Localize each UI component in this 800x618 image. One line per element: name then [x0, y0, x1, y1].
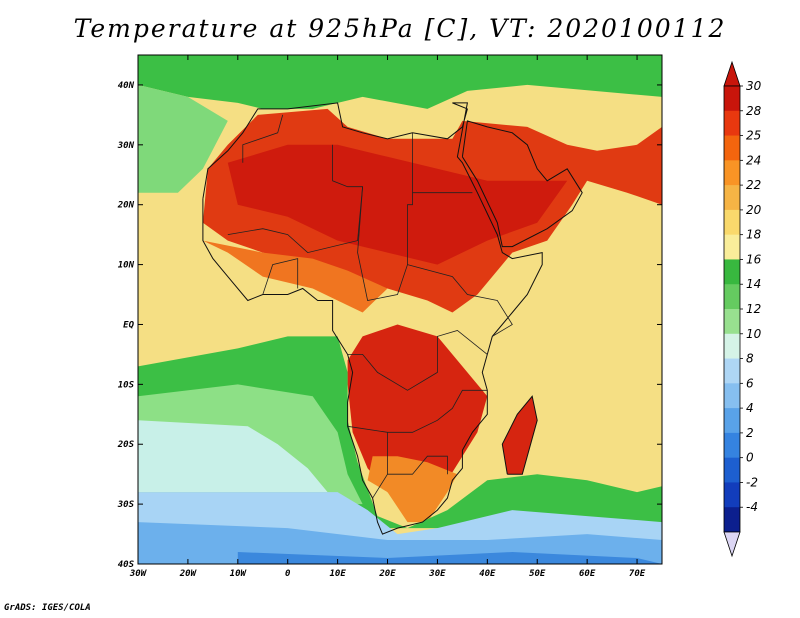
arabia-coastline [461, 120, 583, 248]
colorbar-swatch [724, 309, 740, 335]
colorbar-label: 22 [746, 178, 761, 192]
colorbar-swatch [724, 432, 740, 459]
country-border [407, 264, 513, 337]
colorbar-top-cap [723, 60, 741, 87]
colorbar-label: 0 [746, 451, 754, 465]
region-south-atlantic-cyan [138, 420, 328, 493]
country-border [387, 432, 448, 475]
country-border [227, 144, 364, 254]
temperature-fill-regions [138, 55, 662, 564]
madagascar-coastline [501, 395, 538, 475]
lat-tick-label: 10N [118, 261, 135, 271]
region-north-atlantic-light-green [138, 84, 228, 193]
grads-credit: GrADS: IGES/COLA [4, 603, 91, 613]
plot-area [138, 55, 662, 564]
colorbar-swatch [724, 135, 740, 161]
lat-tick-label: 30S [117, 500, 135, 510]
lon-tick-label: 70E [629, 569, 646, 579]
country-border [357, 132, 413, 301]
lon-tick-label: 40E [479, 569, 496, 579]
lon-tick-label: 0 [285, 569, 291, 579]
colorbar-swatch [724, 333, 740, 359]
lat-tick-label: EQ [123, 320, 134, 330]
country-border [347, 330, 488, 391]
colorbar-swatch [724, 110, 740, 136]
lon-tick-label: 20E [378, 569, 396, 579]
colorbar-swatch [724, 507, 740, 533]
region-europe-green [138, 55, 662, 109]
colorbar-label: 12 [746, 302, 761, 316]
lat-tick-label: 40S [118, 560, 135, 570]
colorbar-swatch [724, 234, 740, 260]
plot-frame [137, 54, 663, 565]
region-southern-ocean-deepblue [237, 552, 662, 564]
colorbar-label: 24 [746, 153, 761, 167]
lon-tick-label: 10W [230, 569, 248, 579]
country-border [242, 114, 284, 163]
colorbar-label: 18 [746, 228, 762, 242]
lon-tick-label: 30E [428, 569, 446, 579]
region-north-darkest-red [227, 144, 568, 265]
lat-tick-label: 20S [117, 440, 135, 450]
lat-tick-label: 10S [118, 380, 135, 390]
colorbar-swatch [724, 160, 740, 186]
colorbar-swatch [724, 482, 740, 508]
colorbar-label: 10 [746, 327, 762, 341]
colorbar-label: 4 [746, 401, 754, 415]
region-southern-africa-orange [367, 456, 458, 523]
region-sahel-orange [202, 240, 388, 313]
colorbar-swatch [724, 259, 740, 285]
colorbar-swatch [724, 284, 740, 310]
lon-tick-label: 30W [129, 569, 148, 579]
colorbar-swatch [724, 408, 740, 434]
colorbar-swatch [724, 86, 740, 112]
country-border [262, 258, 299, 295]
colorbar-bottom-cap [723, 531, 741, 558]
colorbar-label: -2 [746, 475, 758, 489]
region-madagascar-red [502, 396, 538, 475]
country-border [372, 473, 388, 499]
colorbar-label: 8 [746, 352, 754, 366]
map-title: Temperature at 925hPa [C], VT: 202010011… [73, 14, 727, 43]
africa-coastline [202, 102, 543, 535]
colorbar-label: 25 [746, 129, 761, 143]
lon-tick-label: 10E [329, 569, 346, 579]
colorbar-swatch [724, 185, 740, 211]
colorbar-label: 2 [746, 426, 754, 440]
colorbar-label: 20 [746, 203, 762, 217]
lon-tick-label: 50E [529, 569, 546, 579]
colorbar-swatch [724, 383, 740, 409]
colorbar-label: 16 [746, 252, 762, 266]
lat-tick-label: 40N [118, 81, 135, 91]
colorbar-swatch [724, 457, 740, 483]
colorbar-label: 6 [746, 376, 754, 390]
lon-tick-label: 20W [179, 569, 198, 579]
lon-tick-label: 60E [579, 569, 596, 579]
colorbar-swatch [724, 358, 740, 384]
lat-tick-label: 20N [117, 201, 135, 211]
colorbar-label: 14 [746, 277, 761, 291]
lat-tick-label: 30N [117, 141, 135, 151]
colorbar-label: 30 [746, 79, 762, 93]
colorbar-label: -4 [746, 500, 758, 514]
colorbar-label: 28 [746, 104, 762, 118]
coastlines-and-borders [202, 102, 583, 535]
colorbar-swatch [724, 209, 740, 236]
